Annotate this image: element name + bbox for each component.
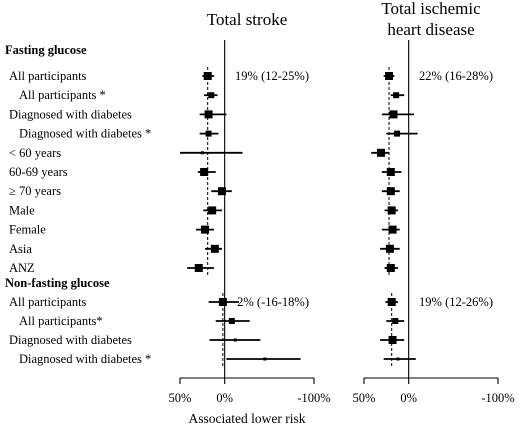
point-estimate [263,357,267,361]
row-label: Diagnosed with diabetes * [19,127,151,141]
point-estimate [386,187,395,196]
point-estimate [388,336,397,344]
row-label: Diagnosed with diabetes [9,333,132,347]
point-estimate [208,92,215,99]
row-label: < 60 years [9,146,61,160]
row-label: All participants [9,295,87,309]
row-label: ≥ 70 years [9,184,61,198]
section-title: Fasting glucose [5,43,87,57]
row-label: 60-69 years [9,165,68,179]
row-label: Male [9,203,35,217]
point-estimate [386,264,395,272]
x-tick-label: -100% [481,391,514,405]
point-estimate [394,130,401,137]
point-estimate [228,318,235,324]
point-estimate [389,110,398,119]
summary-estimate: 19% (12-25%) [235,69,309,83]
row-label: Female [9,223,46,237]
point-estimate [387,298,396,306]
x-tick-label: 0% [400,391,417,405]
x-tick-label: 50% [353,391,376,405]
point-estimate [204,110,213,119]
row-label: Asia [9,242,32,256]
point-estimate [217,187,226,196]
point-estimate [385,72,394,80]
point-estimate [210,244,219,253]
row-label: All participants * [19,88,106,102]
panel-title: heart disease [387,20,474,39]
point-estimate [392,318,399,324]
point-estimate [388,225,397,234]
point-estimate [393,92,400,99]
point-estimate [201,225,210,234]
point-estimate [218,298,227,306]
summary-estimate: 19% (12-26%) [419,295,493,309]
x-tick-label: 50% [169,391,192,405]
summary-estimate: 22% (16-28%) [419,69,493,83]
point-estimate [205,130,212,137]
point-estimate [200,168,209,176]
panel-title: Total ischemic [381,0,481,18]
point-estimate [376,148,385,157]
row-label: All participants [9,69,87,83]
point-estimate [385,244,394,253]
row-label: Diagnosed with diabetes [9,107,132,121]
x-tick-label: 0% [216,391,233,405]
row-label: ANZ [9,261,35,275]
summary-estimate: 2% (-16-18%) [237,295,309,309]
point-estimate [386,168,395,176]
point-estimate [200,151,204,155]
section-title: Non-fasting glucose [5,276,110,290]
panel-title: Total stroke [207,10,287,29]
x-tick-label: -100% [297,391,330,405]
point-estimate [203,72,212,80]
point-estimate [194,264,203,272]
point-estimate [387,206,396,215]
point-estimate [233,338,237,342]
point-estimate [208,206,217,215]
row-label: Diagnosed with diabetes * [19,352,151,366]
x-axis-label: Associated lower risk [189,411,306,426]
row-label: All participants* [19,314,103,328]
point-estimate [396,357,400,361]
